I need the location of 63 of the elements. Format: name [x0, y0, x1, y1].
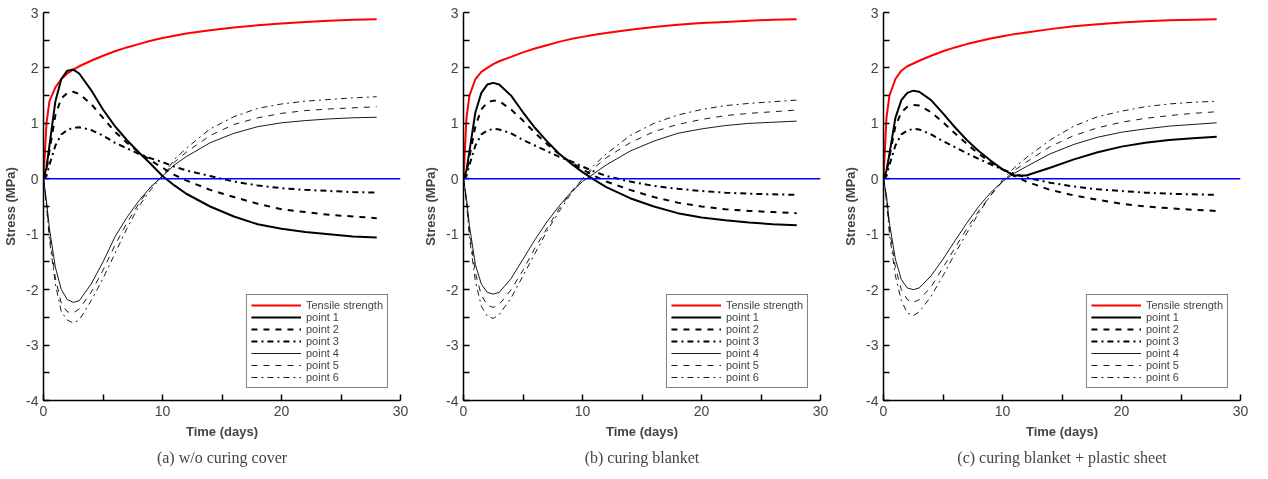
legend-label: point 6 — [725, 371, 759, 383]
x-tick-label: 30 — [1232, 402, 1249, 419]
y-tick-label: -2 — [866, 281, 879, 298]
legend-label: Tensile strength — [725, 299, 803, 311]
legend-label: Tensile strength — [1145, 299, 1223, 311]
legend-label: Tensile strength — [305, 299, 383, 311]
y-tick-label: -3 — [446, 337, 459, 354]
x-axis-title: Time (days) — [186, 423, 259, 439]
y-tick-label: 3 — [30, 4, 39, 21]
legend-label: point 2 — [305, 323, 339, 335]
y-tick-label: -3 — [866, 337, 879, 354]
legend-label: point 4 — [305, 347, 339, 359]
text: (a) w/o curing cover — [156, 448, 288, 467]
x-tick-label: 20 — [693, 402, 710, 419]
y-tick-label: 2 — [870, 59, 879, 76]
y-tick-label: 2 — [450, 59, 459, 76]
legend-label: point 3 — [305, 335, 339, 347]
y-tick-label: -1 — [26, 226, 39, 243]
y-tick-label: -4 — [26, 392, 39, 409]
y-tick-label: -2 — [446, 281, 459, 298]
x-tick-label: 10 — [574, 402, 591, 419]
text: (b) curing blanket — [584, 448, 700, 467]
x-tick-label: 30 — [812, 402, 829, 419]
y-tick-label: 2 — [30, 59, 39, 76]
legend-label: point 3 — [725, 335, 759, 347]
y-axis-title: Stress (MPa) — [3, 167, 19, 246]
y-axis-title: Stress (MPa) — [843, 167, 859, 246]
legend-label: point 1 — [305, 311, 339, 323]
x-tick-label: 20 — [1113, 402, 1130, 419]
y-tick-label: -3 — [26, 337, 39, 354]
y-tick-label: 3 — [870, 4, 879, 21]
legend-label: point 1 — [1145, 311, 1179, 323]
y-tick-label: 0 — [870, 170, 879, 187]
y-axis-title: Stress (MPa) — [423, 167, 439, 246]
y-tick-label: -4 — [866, 392, 879, 409]
y-tick-label: 1 — [450, 115, 459, 132]
legend-label: point 5 — [1145, 359, 1179, 371]
legend-label: point 2 — [1145, 323, 1179, 335]
x-tick-label: 10 — [154, 402, 171, 419]
y-tick-label: 3 — [450, 4, 459, 21]
y-tick-label: -1 — [866, 226, 879, 243]
y-tick-label: 1 — [870, 115, 879, 132]
x-tick-label: 10 — [994, 402, 1011, 419]
y-tick-label: -1 — [446, 226, 459, 243]
legend-label: point 5 — [305, 359, 339, 371]
x-axis-title: Time (days) — [606, 423, 679, 439]
legend-label: point 1 — [725, 311, 759, 323]
y-tick-label: -4 — [446, 392, 459, 409]
legend-label: point 4 — [725, 347, 759, 359]
x-tick-label: 30 — [392, 402, 409, 419]
x-tick-label: 20 — [273, 402, 290, 419]
legend-label: point 4 — [1145, 347, 1179, 359]
x-axis-title: Time (days) — [1026, 423, 1099, 439]
y-tick-label: 0 — [30, 170, 39, 187]
y-tick-label: 1 — [30, 115, 39, 132]
legend-label: point 5 — [725, 359, 759, 371]
text: (c) curing blanket + plastic sheet — [957, 448, 1168, 467]
y-tick-label: -2 — [26, 281, 39, 298]
y-tick-label: 0 — [450, 170, 459, 187]
legend-label: point 6 — [1145, 371, 1179, 383]
legend-label: point 6 — [305, 371, 339, 383]
legend-label: point 2 — [725, 323, 759, 335]
legend-label: point 3 — [1145, 335, 1179, 347]
